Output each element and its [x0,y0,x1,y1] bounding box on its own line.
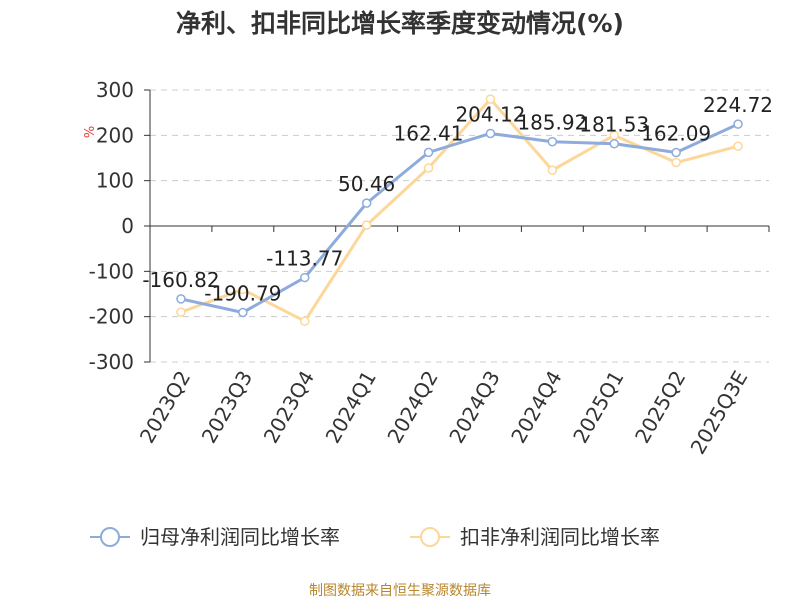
series-line [180,122,739,314]
data-point [238,307,248,318]
data-label: -190.79 [204,281,281,305]
x-tick-label: 2023Q4 [259,367,319,448]
data-label: -113.77 [266,247,343,271]
data-label: 162.09 [641,122,711,146]
data-point [176,307,186,317]
x-tick-label: 2024Q2 [382,367,442,448]
data-point [671,147,681,158]
data-point [423,163,434,173]
data-label: 162.41 [394,121,464,145]
data-point [361,198,372,208]
data-label: 204.12 [455,102,525,126]
x-tick-label: 2023Q3 [197,367,257,448]
data-point [547,165,558,175]
x-tick-label: 2025Q1 [568,367,628,448]
legend-marker [100,527,120,547]
y-tick-label: 0 [121,214,134,238]
y-tick-label: 100 [96,169,134,193]
legend-label: 归母净利润同比增长率 [140,525,340,549]
data-label: 185.92 [517,111,587,135]
data-label: 181.53 [579,113,649,137]
data-point [238,284,248,295]
y-tick-label: 300 [96,78,134,102]
data-point [361,220,372,230]
y-tick-label: -100 [89,259,134,283]
data-label: 224.72 [703,93,773,117]
data-label: -160.82 [142,268,219,292]
data-label: 50.46 [338,172,395,196]
x-tick-label: 2024Q1 [321,367,381,448]
x-tick-label: 2023Q2 [135,367,195,448]
data-point [671,157,681,168]
y-axis-unit: % [83,126,98,138]
x-tick-label: 2025Q3E [686,367,753,459]
x-tick-label: 2024Q4 [506,367,566,448]
source-note: 制图数据来自恒生聚源数据库 [309,583,491,599]
y-tick-label: 200 [96,123,134,147]
data-point [485,94,496,104]
x-tick-label: 2024Q3 [444,367,504,448]
y-tick-label: -200 [89,305,134,329]
data-point [547,136,558,147]
data-point [176,294,186,304]
data-point [485,128,496,139]
y-tick-label: -300 [89,350,134,374]
data-point [733,119,743,129]
data-point [423,147,434,158]
chart-title: 净利、扣非同比增长率季度变动情况(%) [176,9,624,38]
data-point [300,316,310,326]
x-tick-label: 2025Q2 [630,367,690,448]
data-point [609,138,619,149]
legend-label: 扣非净利润同比增长率 [460,525,660,549]
data-point [733,141,743,151]
data-point [300,272,310,283]
legend-marker [420,527,440,547]
